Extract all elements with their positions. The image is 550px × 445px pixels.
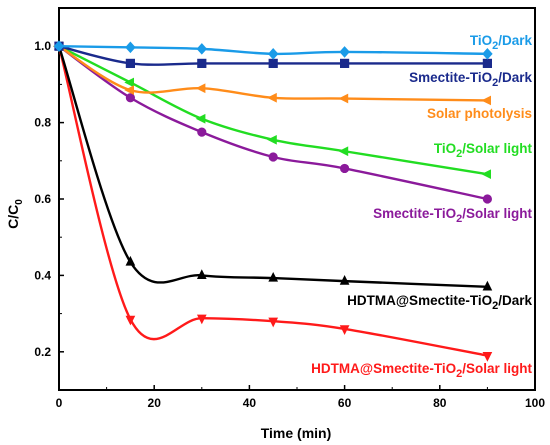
data-point <box>197 58 207 68</box>
y-tick-label: 0.6 <box>34 192 51 206</box>
data-point <box>339 46 350 58</box>
x-tick-label: 100 <box>525 396 545 410</box>
series-line <box>58 45 488 201</box>
series-layer <box>52 40 493 362</box>
series-label: Solar photolysis <box>427 106 532 121</box>
series-line <box>57 45 488 289</box>
data-point <box>268 152 278 162</box>
series-hdtma-smectite-tio2-solar-light <box>54 42 493 362</box>
data-point <box>339 163 350 174</box>
data-point <box>267 48 279 60</box>
data-point <box>267 92 277 103</box>
x-tick-label: 60 <box>338 396 352 410</box>
data-point <box>125 255 136 266</box>
y-axis-title-main: C/C <box>5 205 21 229</box>
y-axis-title-sub: 0 <box>14 199 25 205</box>
series-label: TiO2/Dark <box>470 33 533 52</box>
data-point <box>481 95 492 106</box>
y-axis-title: C/C0 <box>5 199 25 229</box>
data-point <box>195 113 206 124</box>
y-tick-label: 0.8 <box>34 116 51 130</box>
data-point <box>125 93 135 103</box>
series-line <box>58 45 488 102</box>
y-tick-label: 0.4 <box>34 268 51 282</box>
series-smectite-tio2-solar-light <box>54 41 492 204</box>
data-point <box>267 134 277 145</box>
data-point <box>338 93 349 104</box>
series-label: HDTMA@Smectite-TiO2/Dark <box>347 293 532 312</box>
data-point <box>53 40 65 52</box>
data-point <box>197 127 207 137</box>
data-point <box>339 275 350 285</box>
series-tio2-dark <box>53 40 493 60</box>
series-label: Smectite-TiO2/Solar light <box>373 206 532 225</box>
y-tick-label: 1.0 <box>34 39 51 53</box>
data-point <box>482 48 493 60</box>
x-tick-label: 80 <box>433 396 447 410</box>
data-point <box>125 58 135 68</box>
x-tick-label: 0 <box>56 396 63 410</box>
data-point <box>482 58 493 68</box>
data-point <box>338 146 349 157</box>
data-point <box>196 314 207 325</box>
data-point <box>124 85 135 95</box>
data-point <box>125 315 136 326</box>
series-line <box>57 45 488 357</box>
data-point <box>339 325 350 335</box>
data-point <box>339 58 350 68</box>
x-tick-label: 20 <box>148 396 162 410</box>
y-axis: 0.2 0.4 0.6 0.8 1.0 <box>34 39 64 359</box>
data-point <box>268 58 278 68</box>
data-point <box>482 194 492 204</box>
data-point <box>196 269 207 280</box>
series-label: HDTMA@Smectite-TiO2/Solar light <box>311 361 532 380</box>
series-labels: TiO2/Dark Smectite-TiO2/Dark Solar photoly… <box>311 33 532 380</box>
data-point <box>482 280 493 291</box>
x-axis: 0 20 40 60 80 100 <box>56 385 545 410</box>
series-label: Smectite-TiO2/Dark <box>409 70 532 89</box>
data-point <box>268 271 279 282</box>
y-tick-label: 0.2 <box>34 345 51 359</box>
data-point <box>481 169 492 180</box>
data-point <box>268 317 279 328</box>
data-point <box>124 77 135 88</box>
data-point <box>482 352 493 362</box>
data-point <box>196 43 208 55</box>
x-axis-title: Time (min) <box>261 425 332 441</box>
data-point <box>195 83 206 94</box>
data-point <box>125 41 136 54</box>
x-tick-label: 40 <box>243 396 257 410</box>
series-label: TiO2/Solar light <box>434 141 533 160</box>
